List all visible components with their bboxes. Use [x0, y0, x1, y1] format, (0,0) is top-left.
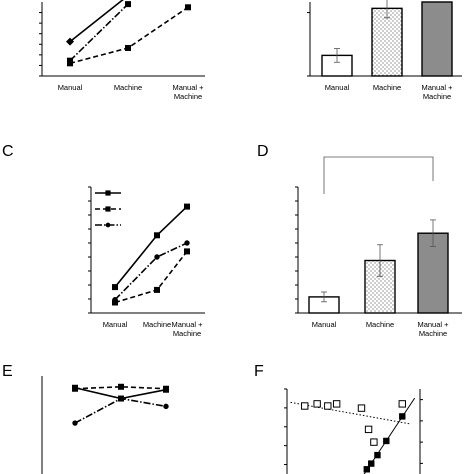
data-point-filled-square — [383, 437, 390, 445]
x-category-line: Machine — [173, 329, 201, 338]
series-line — [114, 250, 188, 304]
data-point-circle — [112, 297, 118, 303]
x-category-line: Machine — [423, 92, 451, 101]
data-point-circle — [118, 395, 124, 402]
x-category-label: Manual — [312, 320, 337, 329]
x-category-line: Manual — [58, 83, 83, 92]
x-category-line: Machine — [366, 320, 394, 329]
x-category-label: Manual — [103, 320, 128, 329]
data-point-open-square — [301, 402, 309, 410]
data-point-diamond — [66, 37, 74, 46]
data-point-circle — [184, 240, 190, 246]
data-point-open-square — [313, 400, 321, 408]
x-category-label: Machine — [366, 320, 394, 329]
series-line — [69, 0, 124, 43]
series-line — [69, 3, 129, 62]
panel-f-scatter-chart — [284, 388, 423, 474]
data-point-square — [105, 190, 111, 196]
panel-label-c: C — [2, 143, 14, 160]
data-point-filled-square — [399, 413, 406, 420]
data-point-open-square — [398, 400, 406, 408]
x-category-label: Machine — [114, 83, 142, 92]
panel-label-d: D — [257, 143, 269, 160]
panel-c-line-chart: Manual Machine Manual + Machine — [88, 186, 205, 338]
series-line — [114, 242, 188, 301]
data-point-square — [185, 4, 191, 11]
data-point-filled-square — [374, 451, 381, 459]
bar — [371, 7, 403, 77]
series-line — [74, 397, 167, 424]
x-category-line: Manual + — [171, 320, 203, 329]
data-point-circle — [72, 420, 78, 426]
series-line — [114, 206, 188, 288]
panel-e-line-chart — [41, 376, 169, 474]
x-category-label: Manual — [325, 83, 350, 92]
data-point-filled-square — [368, 460, 375, 467]
x-category-line: Manual — [312, 320, 337, 329]
x-category-label: Machine — [373, 83, 401, 92]
data-point-square — [163, 385, 169, 392]
data-point-square — [118, 383, 124, 390]
data-point-open-square — [332, 400, 341, 408]
x-category-line: Machine — [143, 320, 171, 329]
data-point-filled-square — [363, 466, 370, 473]
series-line — [74, 385, 167, 390]
data-point-open-square — [357, 404, 366, 412]
x-category-line: Machine — [174, 92, 202, 101]
data-point-circle — [154, 254, 160, 260]
data-point-square — [154, 286, 160, 293]
data-point-square — [184, 248, 190, 255]
panel-d-bar-chart: Manual Machine Manual + Machine — [295, 156, 462, 338]
data-point-open-square — [324, 402, 332, 410]
x-category-label: Manual + Machine — [172, 83, 204, 101]
x-category-line: Manual — [103, 320, 128, 329]
data-point-square — [67, 57, 73, 64]
data-point-square — [112, 284, 118, 291]
x-category-line: Machine — [419, 329, 447, 338]
data-point-square — [154, 232, 160, 239]
panel-label-f: F — [254, 363, 264, 380]
data-point-square — [105, 206, 111, 212]
data-point-square — [184, 203, 190, 210]
panel-b-bar-chart: Manual Machine Manual + Machine — [307, 0, 462, 101]
x-category-label: Manual + Machine — [421, 83, 453, 101]
x-category-label: Manual — [58, 83, 83, 92]
data-point-open-square — [370, 438, 378, 446]
x-category-label: Manual + Machine — [417, 320, 449, 338]
data-point-square — [125, 44, 131, 51]
x-category-label: Manual + Machine — [171, 320, 203, 338]
x-category-label: Machine — [143, 320, 171, 329]
x-category-line: Manual + — [172, 83, 204, 92]
panel-a-line-chart: Manual Machine Manual + Machine — [39, 0, 205, 101]
panel-label-e: E — [2, 363, 13, 380]
significance-bracket — [323, 156, 434, 194]
x-category-line: Manual + — [421, 83, 453, 92]
trend-line — [290, 401, 412, 425]
x-category-line: Machine — [114, 83, 142, 92]
data-point-square — [125, 1, 131, 8]
data-point-circle — [163, 403, 169, 410]
bar — [421, 1, 453, 77]
x-category-line: Machine — [373, 83, 401, 92]
data-point-square — [72, 385, 78, 392]
series-line — [69, 6, 189, 65]
x-category-line: Manual + — [417, 320, 449, 329]
data-point-square — [112, 299, 118, 306]
data-point-circle — [105, 222, 111, 228]
x-category-line: Manual — [325, 83, 350, 92]
data-point-open-square — [364, 425, 373, 434]
